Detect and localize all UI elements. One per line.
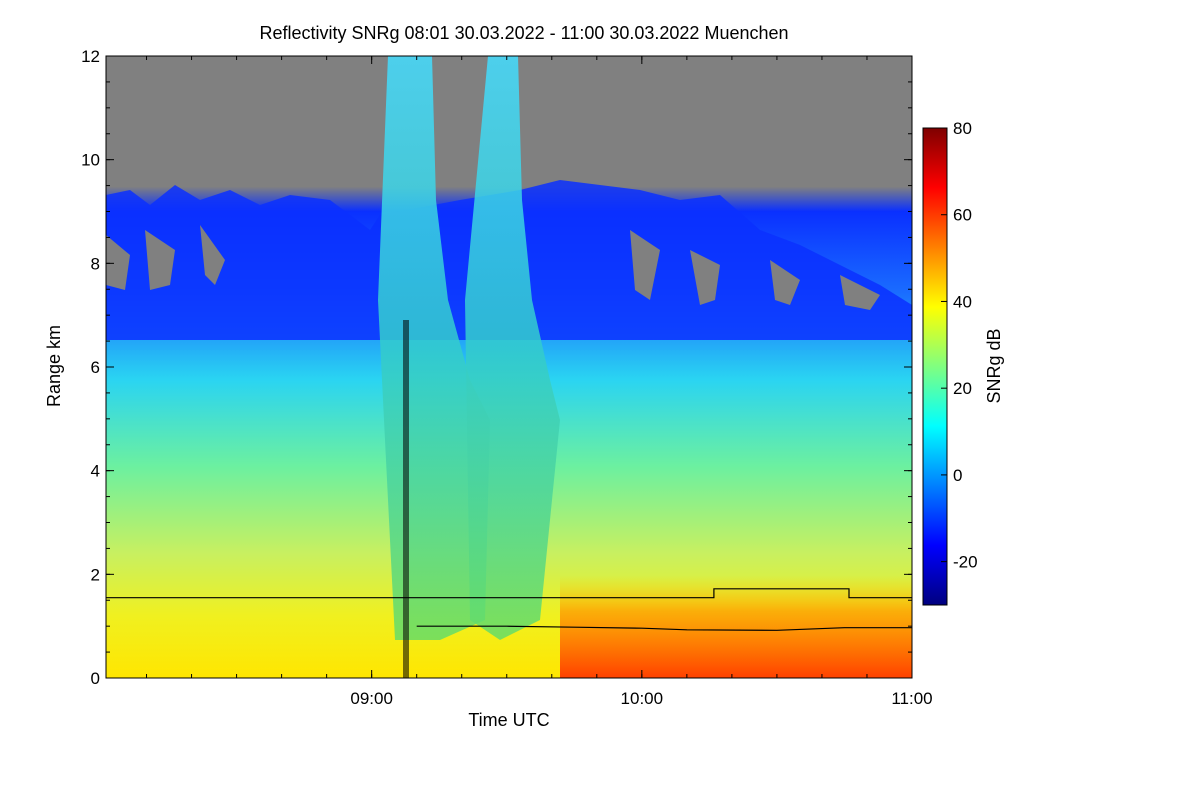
y-tick-label: 12 bbox=[81, 47, 100, 66]
y-tick-label: 10 bbox=[81, 151, 100, 170]
colorbar-tick-label: 20 bbox=[953, 379, 972, 398]
x-tick-label: 09:00 bbox=[350, 689, 393, 708]
overlay-line-1 bbox=[106, 588, 912, 599]
x-axis: 09:00 10:00 11:00 bbox=[146, 56, 933, 708]
y-axis: 0 2 4 6 8 10 12 bbox=[81, 47, 912, 688]
colorbar-tick-label: 80 bbox=[953, 119, 972, 138]
overlay-line-2 bbox=[416, 625, 912, 631]
colorbar-tick-label: 60 bbox=[953, 206, 972, 225]
x-tick-label: 11:00 bbox=[891, 689, 932, 708]
y-tick-label: 8 bbox=[91, 254, 100, 273]
y-tick-label: 6 bbox=[91, 358, 100, 377]
y-tick-label: 4 bbox=[91, 462, 100, 481]
x-axis-label: Time UTC bbox=[468, 710, 549, 730]
heatmap-field bbox=[106, 56, 912, 678]
colorbar-ticks: -20 0 20 40 60 80 bbox=[941, 119, 978, 572]
colorbar-tick-label: 40 bbox=[953, 292, 972, 311]
y-axis-label: Range km bbox=[44, 325, 64, 407]
colorbar: -20 0 20 40 60 80 SNRg dB bbox=[922, 119, 1004, 606]
chart-title: Reflectivity SNRg 08:01 30.03.2022 - 11:… bbox=[259, 23, 788, 43]
overlay-lines bbox=[106, 588, 912, 631]
x-tick-label: 10:00 bbox=[621, 689, 664, 708]
y-tick-label: 2 bbox=[91, 565, 100, 584]
colorbar-tick-label: -20 bbox=[953, 553, 978, 572]
vertical-artifact bbox=[403, 320, 409, 678]
plume-right bbox=[465, 56, 560, 640]
colorbar-scale bbox=[922, 127, 948, 606]
colorbar-label: SNRg dB bbox=[984, 328, 1004, 403]
colorbar-tick-label: 0 bbox=[953, 466, 962, 485]
no-signal-gaps bbox=[106, 225, 880, 310]
warm-surface-region bbox=[560, 575, 912, 678]
y-tick-label: 0 bbox=[91, 669, 100, 688]
